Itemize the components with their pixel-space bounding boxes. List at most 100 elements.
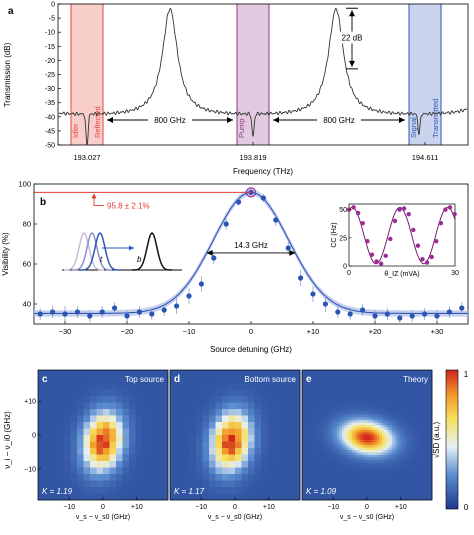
map-cell: [419, 425, 423, 428]
map-cell: [374, 477, 378, 481]
map-cell: [359, 462, 363, 466]
map-cell: [314, 417, 318, 421]
map-cell: [402, 410, 405, 413]
map-cell: [372, 477, 375, 481]
map-cell: [347, 375, 350, 378]
map-cell: [409, 462, 413, 466]
map-cell: [357, 427, 360, 431]
map-cell: [51, 389, 58, 397]
map-cell: [397, 477, 400, 481]
map-cell: [412, 437, 415, 441]
map-cell: [77, 422, 84, 429]
map-cell: [334, 375, 338, 378]
map-cell: [287, 448, 294, 455]
map-cell: [302, 457, 305, 461]
map-cell: [70, 487, 78, 494]
map-cell: [354, 490, 358, 493]
map-cell: [392, 452, 395, 456]
map-cell: [241, 409, 249, 416]
map-cell: [394, 490, 398, 493]
map-cell: [304, 422, 308, 426]
map-cell: [202, 467, 210, 475]
map-cell: [314, 372, 318, 376]
map-cell: [399, 447, 403, 451]
map-cell: [382, 377, 385, 381]
map-cell: [334, 435, 338, 438]
map-cell: [404, 385, 408, 388]
map-cell: [334, 477, 338, 481]
map-cell: [304, 410, 308, 413]
map-cell: [70, 402, 78, 410]
map-cell: [44, 474, 52, 481]
map-cell: [422, 430, 425, 433]
map-cell: [322, 417, 325, 421]
map-cell: [369, 462, 373, 466]
map-cell: [399, 422, 403, 426]
map-cell: [307, 467, 310, 471]
map-cell: [170, 474, 177, 481]
map-cell: [122, 370, 130, 377]
map-cell: [339, 442, 343, 446]
map-cell: [399, 390, 403, 393]
map-cell: [414, 460, 418, 463]
map-cell: [312, 415, 315, 418]
map-cell: [392, 370, 395, 373]
map-cell: [399, 490, 403, 493]
map-cell: [304, 450, 308, 453]
map-cell: [329, 462, 333, 466]
map-cell: [414, 420, 418, 423]
map-cell: [377, 370, 380, 373]
map-cell: [347, 477, 350, 481]
map-cell: [304, 455, 308, 458]
map-cell: [51, 383, 58, 390]
map-cell: [327, 425, 330, 428]
map-cell: [382, 495, 385, 498]
map-cell: [372, 427, 375, 431]
map-cell: [344, 467, 348, 471]
map-cell: [329, 430, 333, 433]
map-cell: [342, 417, 345, 421]
map-cell: [309, 372, 313, 376]
map-cell: [394, 495, 398, 498]
map-cell: [202, 454, 210, 462]
map-cell: [352, 402, 355, 406]
map-cell: [344, 452, 348, 456]
map-cell: [349, 430, 353, 433]
map-cell: [347, 457, 350, 461]
map-cell: [349, 407, 353, 411]
map-cell: [196, 376, 203, 384]
map-cell: [384, 442, 388, 446]
map-cell: [267, 480, 275, 488]
map-cell: [419, 387, 423, 391]
map-cell: [352, 432, 355, 436]
map-cell: [349, 392, 353, 396]
map-cell: [352, 422, 355, 426]
extinction-arrowhead-top: [349, 10, 355, 17]
map-cell: [96, 435, 104, 442]
map-cell: [317, 427, 320, 431]
map-cell: [319, 460, 323, 463]
map-cell: [155, 370, 162, 377]
map-cell: [409, 435, 413, 438]
map-cell: [369, 370, 373, 373]
map-cell: [397, 382, 400, 386]
map-cell: [429, 407, 433, 411]
map-cell: [189, 376, 197, 384]
map-cell: [392, 460, 395, 463]
map-cell: [122, 487, 130, 494]
map-cell: [274, 448, 281, 455]
map-cell: [337, 400, 340, 403]
map-cell: [422, 492, 425, 496]
map-cell: [161, 487, 169, 494]
map-cell: [38, 402, 45, 410]
map-cell: [319, 387, 323, 391]
map-cell: [367, 437, 370, 441]
map-cell: [267, 461, 275, 468]
data-point: [298, 275, 304, 281]
map-cell: [397, 370, 400, 373]
map-cell: [314, 425, 318, 428]
map-cell: [414, 495, 418, 498]
map-cell: [170, 370, 177, 377]
map-cell: [412, 400, 415, 403]
map-cell: [357, 432, 360, 436]
